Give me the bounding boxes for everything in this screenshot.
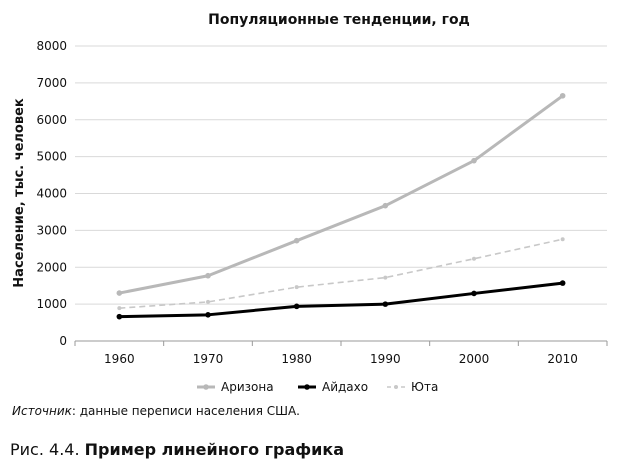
series-lines — [116, 92, 566, 320]
y-tick-label: 2000 — [36, 260, 67, 274]
legend-label: Аризона — [221, 380, 274, 394]
y-tick-label: 4000 — [36, 187, 67, 201]
legend: Аризона Айдахо Юта — [197, 380, 438, 394]
grid-lines — [75, 45, 607, 342]
x-tick-label: 1980 — [281, 352, 312, 366]
legend-marker — [304, 384, 310, 390]
data-point — [559, 92, 566, 99]
x-tick-label: 1960 — [104, 352, 135, 366]
data-point — [116, 313, 123, 320]
data-point — [206, 299, 210, 304]
y-tick-label: 3000 — [36, 223, 67, 237]
y-tick-label: 7000 — [36, 76, 67, 90]
data-point — [382, 301, 389, 307]
y-tick-label: 8000 — [36, 39, 67, 53]
data-point — [117, 306, 122, 311]
legend-marker — [394, 385, 398, 389]
series-line — [119, 94, 564, 295]
caption-prefix: Рис. 4.4. — [10, 440, 85, 459]
y-tick-label: 0 — [59, 334, 67, 348]
data-point — [294, 285, 299, 290]
legend-marker — [203, 384, 209, 390]
series-line — [119, 281, 563, 319]
figure-caption: Рис. 4.4. Пример линейного графика — [10, 440, 344, 459]
data-point — [205, 312, 211, 318]
chart-title: Популяционные тенденции, год — [208, 12, 470, 28]
x-axis: 1960 1970 1980 1990 2000 2010 — [74, 341, 608, 366]
x-tick-label: 1990 — [370, 352, 401, 366]
data-point — [560, 237, 565, 242]
legend-label: Айдахо — [322, 380, 368, 394]
x-tick-label: 1970 — [193, 352, 224, 366]
y-axis-label: Население, тыс. человек — [12, 98, 27, 288]
legend-label: Юта — [411, 380, 438, 394]
line-chart: Популяционные тенденции, год 0 1000 2000 30… — [12, 12, 608, 394]
x-tick-label: 2010 — [547, 352, 578, 366]
data-point — [383, 275, 388, 280]
y-tick-label: 1000 — [36, 297, 67, 311]
source-note: Источник: данные переписи населения США. — [12, 404, 300, 418]
y-tick-label: 5000 — [36, 150, 67, 164]
data-point — [205, 272, 211, 279]
data-point — [293, 237, 300, 244]
data-point — [293, 303, 300, 310]
data-point — [382, 202, 389, 209]
series-line — [119, 238, 563, 309]
y-tick-label: 6000 — [36, 113, 67, 127]
y-axis: 0 1000 2000 3000 4000 5000 6000 7000 8000 — [36, 39, 67, 348]
caption-title: Пример линейного графика — [84, 440, 345, 459]
data-point — [559, 280, 566, 286]
source-text: : данные переписи населения США. — [71, 404, 300, 418]
data-point — [116, 290, 123, 296]
source-lead: Источник — [12, 404, 72, 418]
data-point — [472, 256, 476, 261]
data-point — [471, 290, 477, 297]
data-point — [471, 157, 477, 164]
x-tick-label: 2000 — [459, 352, 490, 366]
